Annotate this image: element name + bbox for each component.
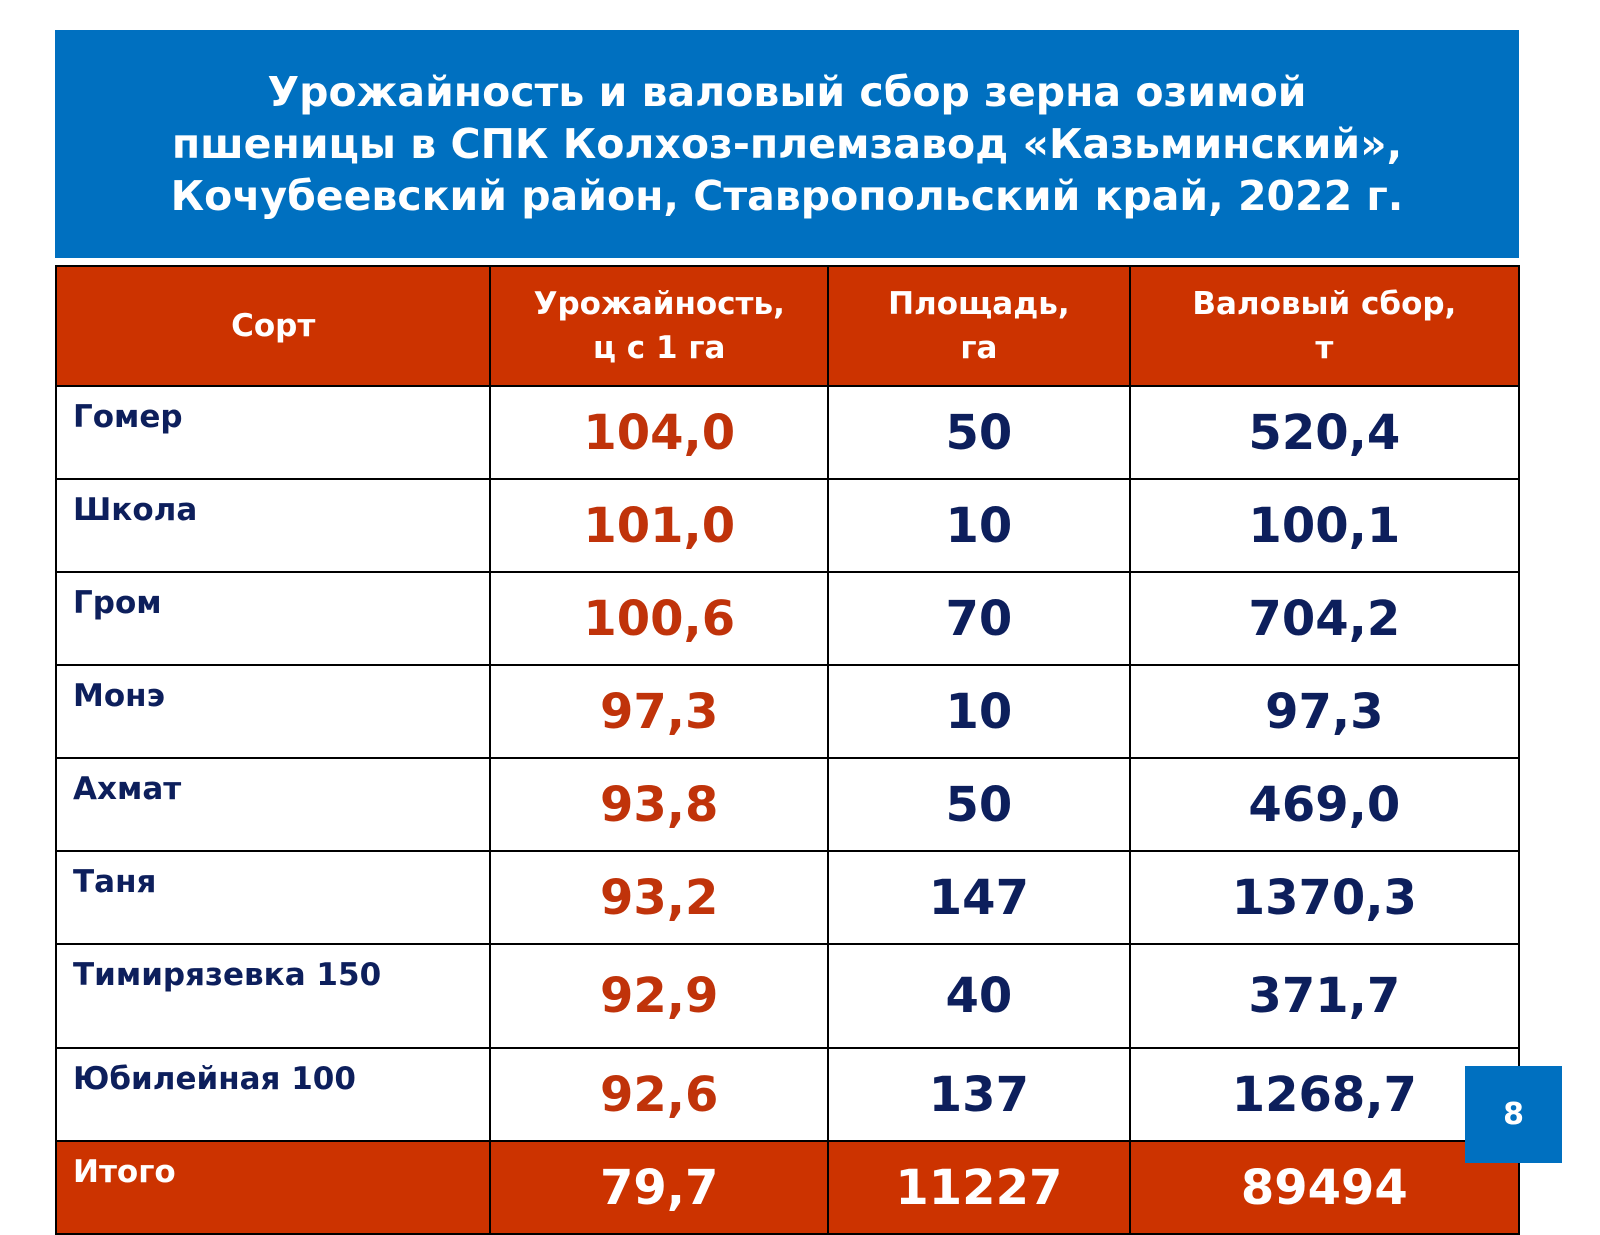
cell-variety: Школа bbox=[54, 478, 492, 573]
cell-area: 10 bbox=[827, 478, 1131, 573]
cell-variety: Гомер bbox=[54, 385, 492, 480]
header-yield: Урожайность, ц с 1 га bbox=[489, 265, 830, 387]
table-row: Монэ 97,3 10 97,3 bbox=[54, 664, 1521, 759]
cell-gross: 97,3 bbox=[1128, 664, 1521, 759]
cell-yield: 97,3 bbox=[489, 664, 830, 759]
title-line: Кочубеевский район, Ставропольский край,… bbox=[170, 172, 1404, 220]
cell-gross: 89494 bbox=[1128, 1140, 1521, 1235]
title-line: пшеницы в СПК Колхоз-племзавод «Казьминс… bbox=[171, 120, 1403, 168]
cell-yield: 93,8 bbox=[489, 757, 830, 852]
cell-yield: 101,0 bbox=[489, 478, 830, 573]
cell-area: 11227 bbox=[827, 1140, 1131, 1235]
slide-title: Урожайность и валовый сбор зерна озимой … bbox=[55, 30, 1519, 258]
cell-variety: Ахмат bbox=[54, 757, 492, 852]
cell-yield: 92,6 bbox=[489, 1047, 830, 1142]
cell-area: 40 bbox=[827, 943, 1131, 1049]
cell-gross: 1370,3 bbox=[1128, 850, 1521, 945]
cell-variety: Юбилейная 100 bbox=[54, 1047, 492, 1142]
table-row: Тимирязевка 150 92,9 40 371,7 bbox=[54, 943, 1521, 1049]
yield-table: Сорт Урожайность, ц с 1 га Площадь, га Вал… bbox=[54, 265, 1521, 1235]
cell-gross: 704,2 bbox=[1128, 571, 1521, 666]
header-text: т bbox=[1315, 330, 1334, 366]
cell-gross: 1268,7 bbox=[1128, 1047, 1521, 1142]
total-row: Итого 79,7 11227 89494 bbox=[54, 1140, 1521, 1235]
table-row: Ахмат 93,8 50 469,0 bbox=[54, 757, 1521, 852]
header-area: Площадь, га bbox=[827, 265, 1131, 387]
table-row: Гомер 104,0 50 520,4 bbox=[54, 385, 1521, 480]
header-gross: Валовый сбор, т bbox=[1128, 265, 1521, 387]
header-text: га bbox=[960, 330, 998, 366]
cell-variety: Монэ bbox=[54, 664, 492, 759]
cell-variety: Таня bbox=[54, 850, 492, 945]
cell-area: 70 bbox=[827, 571, 1131, 666]
cell-area: 50 bbox=[827, 757, 1131, 852]
header-row: Сорт Урожайность, ц с 1 га Площадь, га Вал… bbox=[54, 265, 1521, 387]
cell-gross: 100,1 bbox=[1128, 478, 1521, 573]
table-row: Гром 100,6 70 704,2 bbox=[54, 571, 1521, 666]
cell-variety: Тимирязевка 150 bbox=[54, 943, 492, 1049]
cell-yield: 93,2 bbox=[489, 850, 830, 945]
header-text: ц с 1 га bbox=[593, 330, 726, 366]
cell-yield: 100,6 bbox=[489, 571, 830, 666]
header-text: Урожайность, bbox=[533, 286, 785, 322]
cell-gross: 371,7 bbox=[1128, 943, 1521, 1049]
header-text: Валовый сбор, bbox=[1192, 286, 1457, 322]
table-row: Таня 93,2 147 1370,3 bbox=[54, 850, 1521, 945]
page-number: 8 bbox=[1465, 1066, 1562, 1163]
cell-variety: Итого bbox=[54, 1140, 492, 1235]
header-text: Площадь, bbox=[888, 286, 1070, 322]
header-variety: Сорт bbox=[54, 265, 492, 387]
cell-area: 147 bbox=[827, 850, 1131, 945]
cell-area: 137 bbox=[827, 1047, 1131, 1142]
header-text: Сорт bbox=[231, 308, 316, 344]
cell-yield: 92,9 bbox=[489, 943, 830, 1049]
cell-area: 10 bbox=[827, 664, 1131, 759]
title-line: Урожайность и валовый сбор зерна озимой bbox=[267, 68, 1307, 116]
cell-gross: 520,4 bbox=[1128, 385, 1521, 480]
table-row: Школа 101,0 10 100,1 bbox=[54, 478, 1521, 573]
cell-variety: Гром bbox=[54, 571, 492, 666]
table-row: Юбилейная 100 92,6 137 1268,7 bbox=[54, 1047, 1521, 1142]
cell-gross: 469,0 bbox=[1128, 757, 1521, 852]
cell-yield: 79,7 bbox=[489, 1140, 830, 1235]
cell-yield: 104,0 bbox=[489, 385, 830, 480]
cell-area: 50 bbox=[827, 385, 1131, 480]
